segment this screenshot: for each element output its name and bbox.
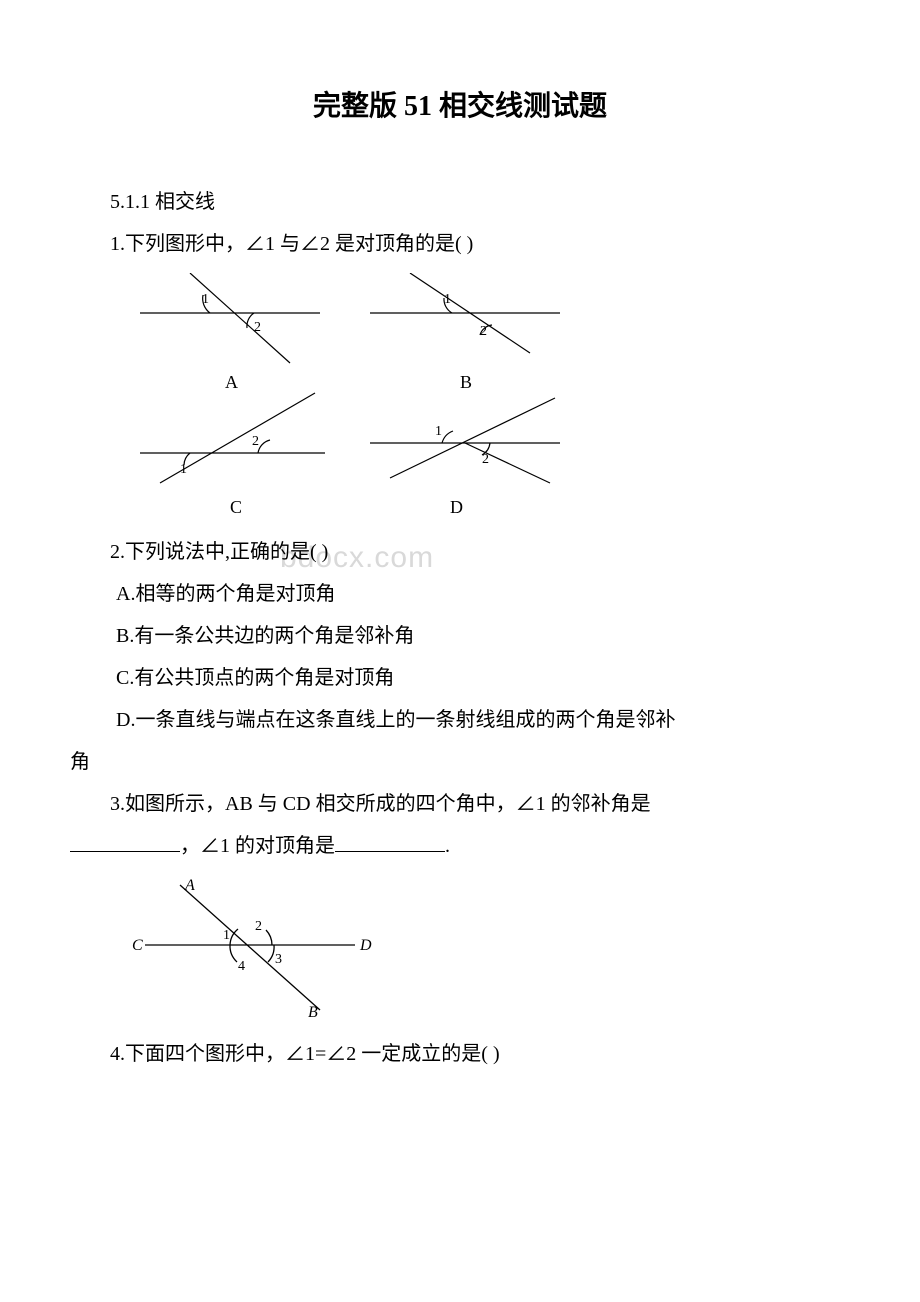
q1-caption-B: B: [460, 372, 472, 392]
q3-label-A: A: [184, 877, 195, 894]
q3-label-B: B: [308, 1004, 318, 1021]
question-3-blank-1: [70, 831, 180, 852]
question-3-text-b: ，∠1 的对顶角是: [180, 835, 335, 857]
question-3-text-a: 3.如图所示，AB 与 CD 相交所成的四个角中，∠1 的邻补角是: [110, 793, 651, 815]
q3-label-C: C: [132, 937, 143, 954]
section-heading: 5.1.1 相交线: [70, 183, 850, 221]
q1-angle-label-2b: 2: [480, 324, 487, 339]
question-3-text-c: .: [445, 835, 450, 857]
question-2-option-D-line2: 角: [70, 743, 850, 781]
question-4-text: 4.下面四个图形中，∠1=∠2 一定成立的是( ): [70, 1035, 850, 1073]
question-2-option-A: A.相等的两个角是对顶角: [70, 575, 850, 613]
question-2-option-B: B.有一条公共边的两个角是邻补角: [70, 617, 850, 655]
q1-caption-A: A: [225, 372, 238, 392]
q3-num-1: 1: [223, 928, 230, 943]
question-1-figure: 1 2 1 2 1 2 1 2 A B C D: [130, 273, 850, 523]
q3-num-4: 4: [238, 959, 245, 974]
q1-angle-label-2c: 2: [252, 434, 259, 449]
question-3-figure: A B C D 1 2 3 4: [130, 875, 850, 1025]
q3-label-D: D: [359, 937, 372, 954]
q1-angle-label-1a: 1: [202, 292, 209, 307]
question-2-option-C: C.有公共顶点的两个角是对顶角: [70, 659, 850, 697]
question-2-text: 2.下列说法中,正确的是( ): [70, 533, 850, 571]
question-1-text: 1.下列图形中，∠1 与∠2 是对顶角的是( ): [70, 225, 850, 263]
q1-caption-D: D: [450, 497, 463, 517]
question-3-text: 3.如图所示，AB 与 CD 相交所成的四个角中，∠1 的邻补角是: [70, 785, 850, 823]
question-3-blank-2: [335, 831, 445, 852]
q1-angle-label-1c: 1: [180, 462, 187, 477]
q3-num-2: 2: [255, 919, 262, 934]
q1-angle-label-2d: 2: [482, 452, 489, 467]
q1-angle-label-1d: 1: [435, 424, 442, 439]
question-3-text-line2: ，∠1 的对顶角是.: [70, 827, 850, 865]
q3-num-3: 3: [275, 952, 282, 967]
page-title: 完整版 51 相交线测试题: [70, 80, 850, 133]
q1-caption-C: C: [230, 497, 242, 517]
q1-angle-label-2a: 2: [254, 320, 261, 335]
q1-angle-label-1b: 1: [444, 292, 451, 307]
question-2-option-D-line1: D.一条直线与端点在这条直线上的一条射线组成的两个角是邻补: [70, 701, 850, 739]
